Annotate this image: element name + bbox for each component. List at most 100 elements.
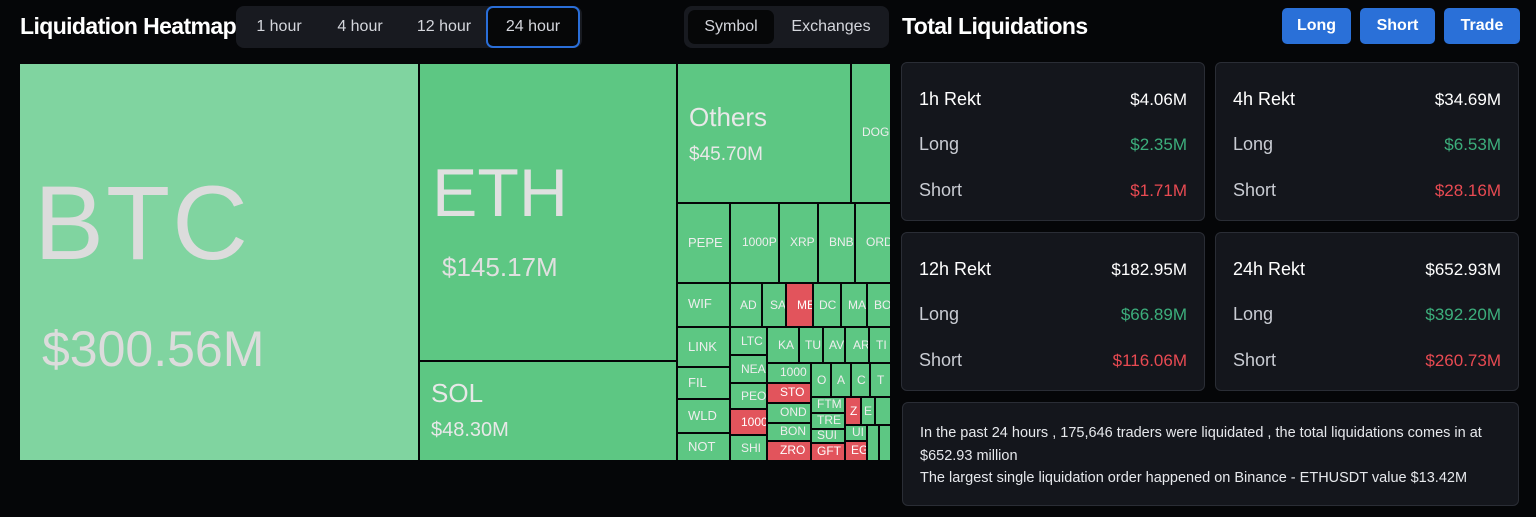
tile-bo[interactable]: BO <box>868 284 890 326</box>
tile-ar[interactable]: AR <box>846 328 868 362</box>
short-label: Short <box>1233 180 1277 200</box>
long-label: Long <box>1233 134 1274 154</box>
tile-tre[interactable]: TRE <box>812 414 844 428</box>
short-value: $260.73M <box>1425 351 1501 370</box>
summary-line-1: In the past 24 hours , 175,646 traders w… <box>920 425 1482 464</box>
liquidation-summary: In the past 24 hours , 175,646 traders w… <box>902 402 1519 506</box>
rekt-card-24h: 24h Rekt $652.93M Long $392.20M Short $2… <box>1215 232 1519 391</box>
tile-btc-symbol: BTC <box>34 165 250 282</box>
timeframe-4h-button[interactable]: 4 hour <box>337 18 383 35</box>
short-value: $28.16M <box>1434 181 1501 200</box>
tile-xrp[interactable]: XRP <box>780 204 817 282</box>
tile-ka[interactable]: KA <box>768 328 798 362</box>
tile-small-3[interactable] <box>880 426 890 460</box>
rekt-card-total: $182.95M <box>1111 260 1187 279</box>
tile-shib[interactable]: SHI <box>731 436 766 460</box>
tile-ad[interactable]: AD <box>731 284 761 326</box>
tile-t[interactable]: T <box>871 364 890 396</box>
rekt-card-1h: 1h Rekt $4.06M Long $2.35M Short $1.71M <box>901 62 1205 221</box>
long-button[interactable]: Long <box>1282 8 1351 44</box>
long-label: Long <box>919 134 960 154</box>
tile-ltc[interactable]: LTC <box>731 328 766 354</box>
heatmap-title: Liquidation Heatmap <box>20 13 237 39</box>
tile-sol[interactable]: SOL $48.30M <box>420 362 676 460</box>
tile-c[interactable]: C <box>852 364 869 396</box>
tile-ma[interactable]: MA <box>842 284 866 326</box>
tile-wif[interactable]: WIF <box>678 284 729 326</box>
tile-pepe[interactable]: PEPE <box>678 204 729 282</box>
short-label: Short <box>919 350 963 370</box>
tile-gft[interactable]: GFT <box>812 444 844 460</box>
tile-small-2[interactable] <box>868 426 878 460</box>
tile-me[interactable]: ME <box>787 284 812 326</box>
tile-small-1[interactable] <box>876 398 890 424</box>
long-value: $2.35M <box>1130 135 1187 154</box>
tile-ui[interactable]: UI <box>846 426 866 440</box>
short-button[interactable]: Short <box>1360 8 1435 44</box>
tile-btc-value: $300.56M <box>42 321 265 377</box>
tile-people[interactable]: PEO <box>731 384 766 408</box>
tile-wld[interactable]: WLD <box>678 400 729 432</box>
liquidation-heatmap: BTC $300.56M ETH $145.17M SOL $48.30M Ot… <box>20 64 890 460</box>
tile-1000pepe[interactable]: 1000P <box>731 204 778 282</box>
tile-dc[interactable]: DC <box>814 284 840 326</box>
tile-ftm[interactable]: FTM <box>812 398 844 412</box>
tile-z[interactable]: Z <box>846 398 860 424</box>
rekt-card-label: 4h Rekt <box>1233 89 1296 109</box>
rekt-card-label: 24h Rekt <box>1233 259 1306 279</box>
view-selector: Symbol Exchanges <box>684 6 889 48</box>
tile-not[interactable]: NOT <box>678 434 729 460</box>
tile-zro[interactable]: ZRO <box>768 442 810 460</box>
tile-doge[interactable]: DOG <box>852 64 890 202</box>
tile-link[interactable]: LINK <box>678 328 729 366</box>
tile-sui[interactable]: SUI <box>812 430 844 442</box>
tile-others-symbol: Others <box>689 102 768 132</box>
timeframe-24h-button[interactable]: 24 hour <box>486 6 580 48</box>
tile-sa[interactable]: SA <box>763 284 785 326</box>
tile-ondo[interactable]: OND <box>768 404 810 422</box>
tile-ti[interactable]: TI <box>870 328 890 362</box>
tile-1000-b[interactable]: 1000 <box>731 410 766 434</box>
rekt-card-total: $4.06M <box>1130 90 1187 109</box>
tile-sol-symbol: SOL <box>431 378 484 408</box>
short-value: $1.71M <box>1130 181 1187 200</box>
tile-btc[interactable]: BTC $300.56M <box>20 64 418 460</box>
tile-o[interactable]: O <box>812 364 830 396</box>
rekt-card-4h: 4h Rekt $34.69M Long $6.53M Short $28.16… <box>1215 62 1519 221</box>
long-value: $6.53M <box>1444 135 1501 154</box>
summary-line-2: The largest single liquidation order hap… <box>920 470 1468 486</box>
tile-ordi[interactable]: ORD <box>856 204 890 282</box>
tile-eg[interactable]: EG <box>846 442 866 460</box>
tile-sol-value: $48.30M <box>431 419 509 441</box>
tile-eth[interactable]: ETH $145.17M <box>420 64 676 360</box>
tile-bonk[interactable]: BON <box>768 424 810 440</box>
rekt-card-total: $34.69M <box>1434 90 1501 109</box>
rekt-card-label: 1h Rekt <box>919 89 982 109</box>
long-label: Long <box>1233 304 1274 324</box>
tile-e[interactable]: E <box>862 398 874 424</box>
long-value: $66.89M <box>1120 305 1187 324</box>
short-label: Short <box>919 180 963 200</box>
rekt-card-label: 12h Rekt <box>919 259 992 279</box>
view-symbol-button[interactable]: Symbol <box>688 10 774 44</box>
trade-button[interactable]: Trade <box>1444 8 1520 44</box>
timeframe-1h-button[interactable]: 1 hour <box>256 18 302 35</box>
tile-bnb[interactable]: BNB <box>819 204 854 282</box>
view-exchanges-button[interactable]: Exchanges <box>791 18 871 35</box>
short-label: Short <box>1233 350 1277 370</box>
timeframe-selector: 1 hour 4 hour 12 hour 24 hour <box>236 6 582 48</box>
tile-a[interactable]: A <box>832 364 850 396</box>
tile-eth-symbol: ETH <box>432 155 568 231</box>
short-value: $116.06M <box>1112 351 1187 370</box>
tile-eth-value: $145.17M <box>442 252 558 282</box>
tile-av[interactable]: AV <box>824 328 844 362</box>
tile-fil[interactable]: FIL <box>678 368 729 398</box>
tile-1000-a[interactable]: 1000 <box>768 364 810 382</box>
tile-others[interactable]: Others $45.70M <box>678 64 850 202</box>
tile-sto[interactable]: STO <box>768 384 810 402</box>
tile-tu[interactable]: TU <box>800 328 822 362</box>
long-value: $392.20M <box>1425 305 1501 324</box>
rekt-card-total: $652.93M <box>1425 260 1501 279</box>
tile-near[interactable]: NEA <box>731 356 766 382</box>
timeframe-12h-button[interactable]: 12 hour <box>416 18 472 35</box>
